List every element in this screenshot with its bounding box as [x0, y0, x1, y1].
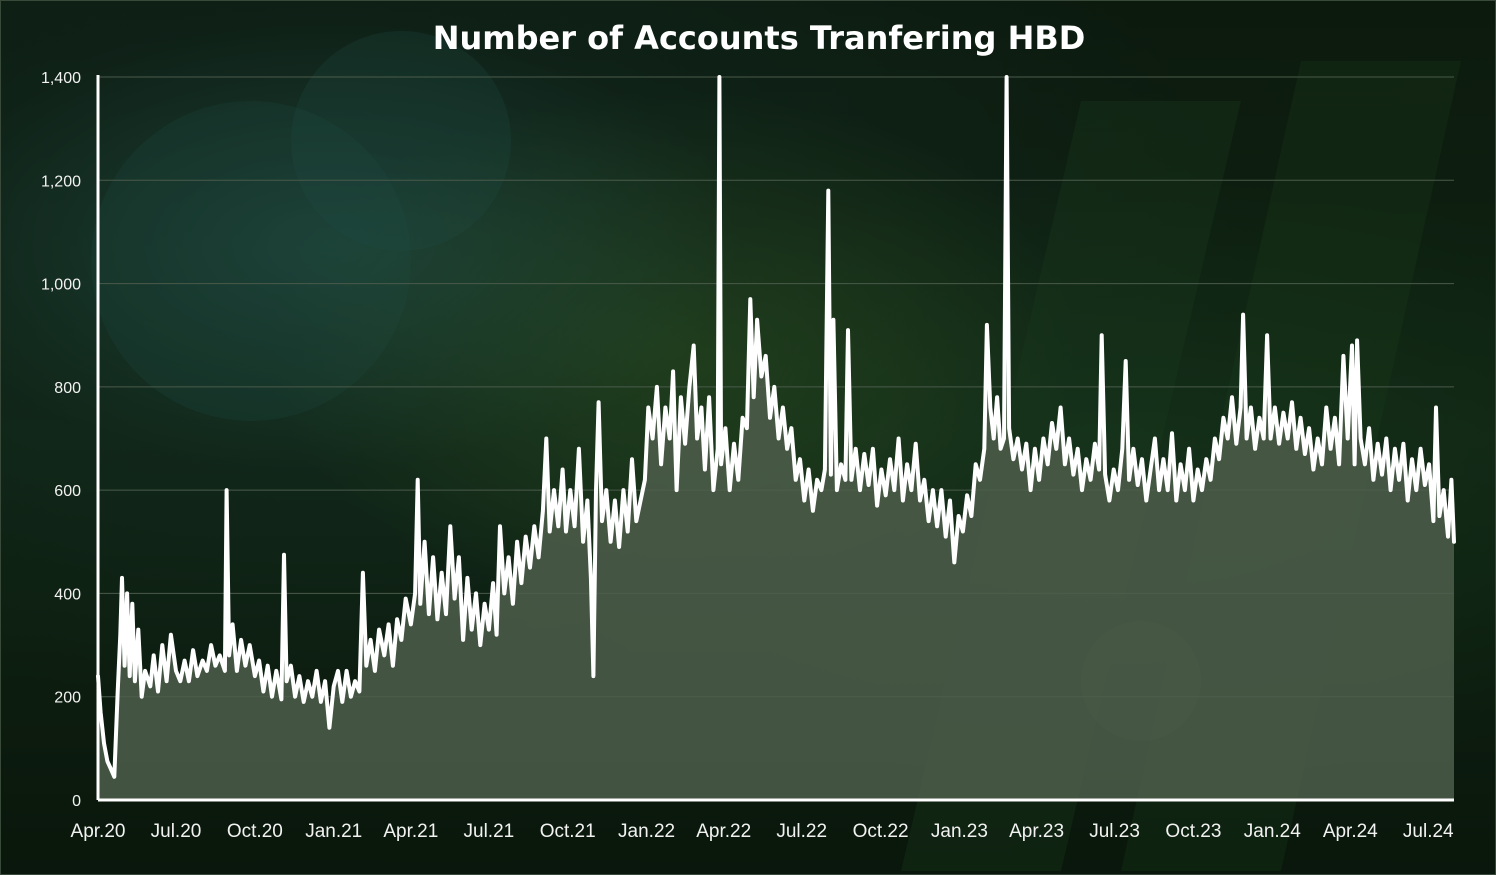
y-tick-label: 0	[72, 793, 81, 810]
x-tick-label: Jul.22	[776, 821, 827, 842]
plot-area	[96, 75, 1456, 800]
x-tick-label: Oct.21	[540, 821, 596, 842]
y-tick-label: 1,200	[41, 173, 81, 190]
series-line	[96, 75, 1456, 779]
x-tick-label: Oct.23	[1165, 821, 1221, 842]
x-tick-label: Apr.22	[696, 821, 751, 842]
y-tick-label: 800	[54, 380, 81, 397]
y-tick-label: 1,000	[41, 277, 81, 294]
y-tick-label: 600	[54, 483, 81, 500]
x-tick-label: Jan.23	[931, 821, 988, 842]
y-tick-label: 400	[54, 586, 81, 603]
axes	[96, 75, 1454, 802]
x-axis-ticks: Apr.20 Jul.20 Oct.20 Jan.21 Apr.21 Jul.21 Oct.…	[71, 821, 1455, 842]
x-tick-label: Jul.21	[464, 821, 515, 842]
x-tick-label: Jul.24	[1403, 821, 1454, 842]
x-tick-label: Jan.22	[618, 821, 675, 842]
x-tick-label: Jul.23	[1089, 821, 1140, 842]
x-tick-label: Apr.20	[71, 821, 126, 842]
x-tick-label: Oct.22	[853, 821, 909, 842]
x-tick-label: Apr.21	[383, 821, 438, 842]
y-axis-ticks: 0 200 400 600 800 1,000 1,200 1,400	[41, 70, 81, 810]
x-tick-label: Oct.20	[227, 821, 283, 842]
chart-title: Number of Accounts Tranfering HBD	[433, 19, 1086, 57]
x-tick-label: Jan.21	[305, 821, 362, 842]
x-tick-label: Apr.23	[1009, 821, 1064, 842]
x-tick-label: Jan.24	[1244, 821, 1301, 842]
y-tick-label: 1,400	[41, 70, 81, 87]
x-tick-label: Apr.24	[1323, 821, 1378, 842]
y-tick-label: 200	[54, 690, 81, 707]
x-tick-label: Jul.20	[151, 821, 202, 842]
